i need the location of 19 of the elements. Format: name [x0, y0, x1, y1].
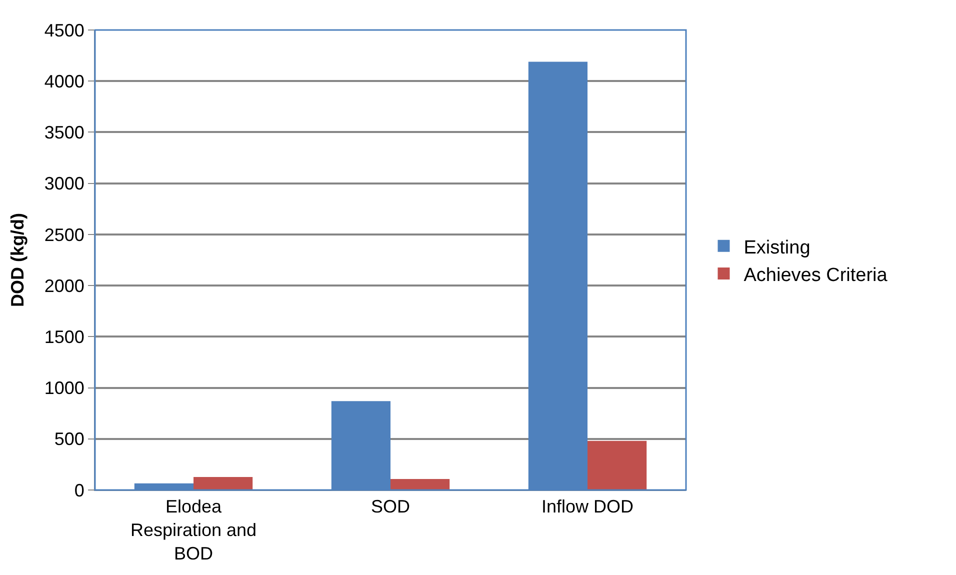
y-tick-label: 2500 [44, 224, 84, 245]
y-tick-label: 0 [74, 480, 84, 500]
y-tick-label: 1000 [44, 378, 84, 398]
y-tick-label: 3500 [44, 122, 84, 143]
bar [390, 478, 450, 490]
y-tick-label: 1500 [44, 326, 84, 347]
y-tick-label: 500 [54, 429, 84, 450]
y-tick-label: 4000 [44, 71, 84, 92]
y-tick-label: 2000 [44, 276, 84, 296]
legend-label: Achieves Criteria [744, 264, 888, 286]
bar [588, 440, 647, 490]
y-tick-label: 4500 [44, 20, 84, 40]
x-tick-label: Elodea Respiration and BOD [130, 496, 257, 564]
legend-label: Existing [744, 237, 810, 258]
y-tick-label: 3000 [44, 174, 84, 194]
bar [194, 477, 253, 490]
x-tick-label: Inflow DOD [541, 496, 634, 517]
y-axis-title: DOD (kg/d) [8, 213, 28, 307]
x-tick-label: SOD [370, 496, 410, 517]
